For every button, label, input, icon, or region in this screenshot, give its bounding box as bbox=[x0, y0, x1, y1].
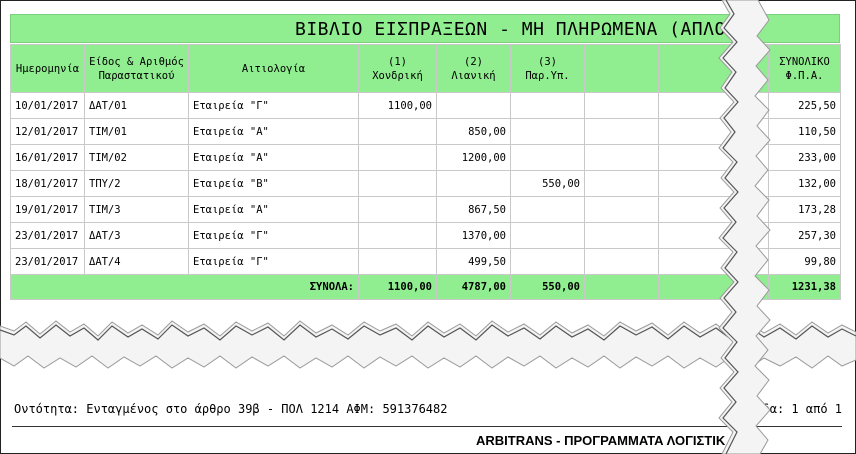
cell-document: ΤΙΜ/3 bbox=[84, 196, 189, 223]
col-retail-header: (2) Λιανική bbox=[436, 44, 511, 93]
cell-document: ΤΙΜ/01 bbox=[84, 118, 189, 145]
cell-blank bbox=[584, 196, 659, 223]
cell-vat: 110,50 bbox=[768, 118, 841, 145]
cell-retail: 850,00 bbox=[436, 118, 511, 145]
horizontal-tear bbox=[0, 320, 856, 370]
totals-label: ΣΥΝΟΛΑ: bbox=[10, 274, 359, 300]
col-reason-header: Αιτιολογία bbox=[188, 44, 359, 93]
cell-reason: Εταιρεία "Α" bbox=[188, 144, 359, 171]
cell-vat: 173,28 bbox=[768, 196, 841, 223]
vertical-tear bbox=[718, 0, 771, 454]
cell-reason: Εταιρεία "Α" bbox=[188, 196, 359, 223]
footer-company-name: ARBITRANS - ΠΡΟΓΡΑΜΜΑΤΑ ΛΟΓΙΣΤΙΚ bbox=[476, 433, 726, 448]
receipts-table: Ημερομηνία Είδος & Αριθμός Παραστατικού Α… bbox=[10, 44, 841, 300]
col-wholesale-header: (1) Χονδρική bbox=[358, 44, 437, 93]
total-retail: 4787,00 bbox=[436, 274, 511, 300]
cell-date: 12/01/2017 bbox=[10, 118, 85, 145]
cell-wholesale bbox=[358, 196, 437, 223]
footer-divider bbox=[12, 426, 842, 427]
cell-wholesale bbox=[358, 118, 437, 145]
cell-blank bbox=[584, 92, 659, 119]
cell-retail bbox=[436, 92, 511, 119]
cell-vat: 257,30 bbox=[768, 222, 841, 249]
cell-services: 550,00 bbox=[510, 170, 585, 197]
cell-reason: Εταιρεία "Α" bbox=[188, 118, 359, 145]
cell-blank bbox=[584, 222, 659, 249]
cell-vat: 225,50 bbox=[768, 92, 841, 119]
cell-vat: 132,00 bbox=[768, 170, 841, 197]
cell-reason: Εταιρεία "Γ" bbox=[188, 222, 359, 249]
cell-reason: Εταιρεία "Γ" bbox=[188, 248, 359, 275]
col-vat-header: ΣΥΝΟΛΙΚΟ Φ.Π.Α. bbox=[768, 44, 841, 93]
footer-entity-info: Οντότητα: Ενταγμένος στο άρθρο 39β - ΠΟΛ… bbox=[14, 402, 448, 416]
cell-reason: Εταιρεία "Β" bbox=[188, 170, 359, 197]
cell-wholesale: 1100,00 bbox=[358, 92, 437, 119]
cell-reason: Εταιρεία "Γ" bbox=[188, 92, 359, 119]
table-row: 16/01/2017 ΤΙΜ/02 Εταιρεία "Α" 1200,00 2… bbox=[10, 144, 841, 171]
total-wholesale: 1100,00 bbox=[358, 274, 437, 300]
cell-date: 10/01/2017 bbox=[10, 92, 85, 119]
cell-date: 16/01/2017 bbox=[10, 144, 85, 171]
cell-document: ΔΑΤ/01 bbox=[84, 92, 189, 119]
cell-vat: 233,00 bbox=[768, 144, 841, 171]
col-services-header: (3) Παρ.Υπ. bbox=[510, 44, 585, 93]
cell-document: ΤΙΜ/02 bbox=[84, 144, 189, 171]
cell-date: 18/01/2017 bbox=[10, 170, 85, 197]
cell-document: ΔΑΤ/4 bbox=[84, 248, 189, 275]
cell-retail bbox=[436, 170, 511, 197]
cell-wholesale bbox=[358, 222, 437, 249]
cell-retail: 499,50 bbox=[436, 248, 511, 275]
cell-wholesale bbox=[358, 144, 437, 171]
cell-retail: 1200,00 bbox=[436, 144, 511, 171]
total-services: 550,00 bbox=[510, 274, 585, 300]
cell-services bbox=[510, 222, 585, 249]
report-title-bar: ΒΙΒΛΙΟ ΕΙΣΠΡΑΞΕΩΝ - ΜΗ ΠΛΗΡΩΜΕΝΑ (ΑΠΛΟΓ bbox=[10, 14, 840, 43]
cell-blank bbox=[584, 118, 659, 145]
cell-date: 19/01/2017 bbox=[10, 196, 85, 223]
cell-wholesale bbox=[358, 248, 437, 275]
footer-page-number: ίδα: 1 από 1 bbox=[755, 402, 842, 416]
cell-document: ΔΑΤ/3 bbox=[84, 222, 189, 249]
cell-services bbox=[510, 196, 585, 223]
table-row: 19/01/2017 ΤΙΜ/3 Εταιρεία "Α" 867,50 173… bbox=[10, 196, 841, 223]
cell-services bbox=[510, 144, 585, 171]
cell-retail: 867,50 bbox=[436, 196, 511, 223]
total-vat: 1231,38 bbox=[768, 274, 841, 300]
table-row: 12/01/2017 ΤΙΜ/01 Εταιρεία "Α" 850,00 11… bbox=[10, 118, 841, 145]
table-header-row: Ημερομηνία Είδος & Αριθμός Παραστατικού Α… bbox=[10, 44, 841, 93]
table-row: 18/01/2017 ΤΠΥ/2 Εταιρεία "Β" 550,00 132… bbox=[10, 170, 841, 197]
cell-document: ΤΠΥ/2 bbox=[84, 170, 189, 197]
cell-services bbox=[510, 118, 585, 145]
report-title: ΒΙΒΛΙΟ ΕΙΣΠΡΑΞΕΩΝ - ΜΗ ΠΛΗΡΩΜΕΝΑ (ΑΠΛΟΓ bbox=[295, 19, 738, 40]
total-blank bbox=[584, 274, 659, 300]
